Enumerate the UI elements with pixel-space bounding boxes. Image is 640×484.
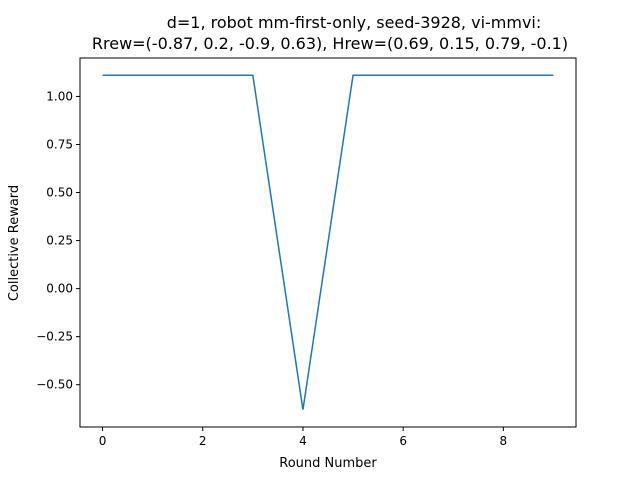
y-tick-label: −0.50 — [36, 378, 73, 392]
y-tick-label: 1.00 — [46, 89, 73, 103]
x-tick-label: 0 — [99, 434, 107, 448]
y-tick-label: 0.25 — [46, 234, 73, 248]
y-tick-label: 0.75 — [46, 137, 73, 151]
x-axis-label: Round Number — [279, 456, 377, 471]
chart-title-line-2: Rrew=(-0.87, 0.2, -0.9, 0.63), Hrew=(0.6… — [92, 34, 568, 53]
plot-series — [102, 74, 554, 410]
series-line — [102, 74, 554, 410]
chart-title-line-1: d=1, robot mm-first-only, seed-3928, vi-… — [167, 13, 542, 32]
y-tick-label: 0.00 — [46, 282, 73, 296]
axis-ticks: 0 2 4 6 8 −0.50 −0.25 0.00 0.25 0.50 0.75 1.00 — [36, 89, 507, 448]
y-tick-label: 0.50 — [46, 186, 73, 200]
plot-frame — [79, 57, 577, 428]
x-tick-label: 8 — [500, 434, 508, 448]
y-axis-label: Collective Reward — [7, 185, 22, 301]
y-tick-label: −0.25 — [36, 330, 73, 344]
x-tick-label: 6 — [399, 434, 407, 448]
x-tick-label: 2 — [199, 434, 207, 448]
x-tick-label: 4 — [299, 434, 307, 448]
